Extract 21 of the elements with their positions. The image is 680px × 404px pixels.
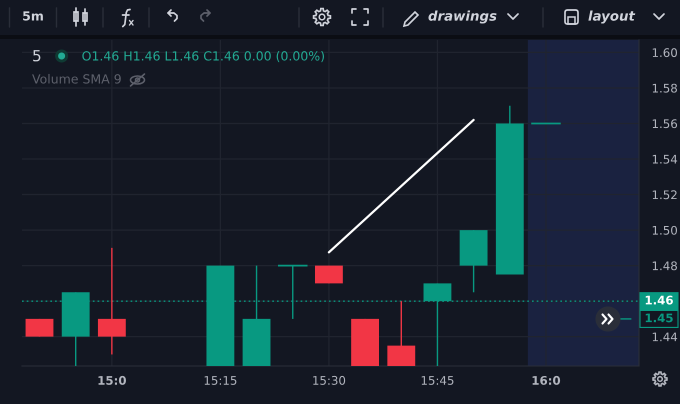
text: 5m: [23, 11, 43, 21]
x-tick-label: 15:0: [98, 376, 126, 385]
annotation: O1.46 H1.46 L1.46 C1.46 0.00 (0.00%): [82, 50, 324, 62]
y-tick-label: 1.44: [652, 332, 678, 342]
ref-line-label: 1.45: [646, 314, 673, 322]
y-tick-label: 1.52: [652, 190, 677, 200]
x-tick-label: 15:15: [204, 376, 236, 385]
text: Volume SMA 9: [32, 74, 121, 84]
ref-line-label: 1.46: [646, 296, 673, 305]
y-tick-label: 1.50: [652, 226, 677, 235]
x-tick-label: 15:30: [313, 376, 346, 385]
y-tick-label: 1.48: [652, 261, 677, 270]
y-tick-label: 1.60: [652, 48, 677, 58]
text: 5: [33, 50, 40, 62]
y-tick-label: 1.58: [652, 84, 677, 93]
x-tick-label: 16:0: [532, 376, 560, 385]
y-tick-label: 1.54: [652, 154, 678, 164]
text: layout: [588, 10, 636, 24]
y-tick-label: 1.56: [652, 119, 678, 128]
text: drawings: [428, 10, 497, 24]
x-tick-label: 15:45: [422, 376, 454, 385]
